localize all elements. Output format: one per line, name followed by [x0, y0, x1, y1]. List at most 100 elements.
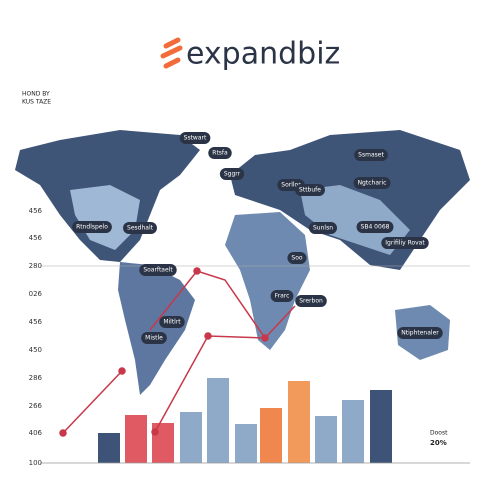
- map-label-box: [141, 332, 167, 344]
- trend-line: [59, 267, 296, 437]
- axis-label: 456: [29, 318, 43, 326]
- north-america-region: [70, 185, 140, 250]
- axis-label: 456: [29, 207, 43, 215]
- map-label: Sggrr: [219, 168, 245, 180]
- map-label-text: Sttbufe: [299, 187, 321, 194]
- map-label-text: Rtndlspelo: [76, 224, 108, 231]
- map-label-box: [179, 132, 211, 144]
- map-label: Miltlrt: [159, 316, 185, 328]
- map-label: SB4 0068: [356, 221, 394, 233]
- map-label: Frarc: [270, 290, 294, 302]
- bar: [207, 378, 229, 463]
- map-label-text: Miltlrt: [163, 319, 181, 326]
- corner-label: HOND BY: [22, 91, 50, 98]
- map-label-text: Sstwart: [184, 135, 207, 142]
- bar: [315, 416, 337, 463]
- map-label: Ntiphtenaler: [397, 327, 443, 339]
- map-label: Sttbufe: [295, 184, 325, 196]
- line-point: [118, 367, 126, 375]
- map-label-text: Sunlsn: [313, 225, 333, 232]
- axis-label: 456: [29, 234, 43, 242]
- footer-label: Doost: [430, 430, 448, 437]
- map-label: Srerbon: [295, 295, 327, 307]
- corner-label: KUS TAZE: [22, 99, 51, 106]
- map-label-text: Frarc: [275, 293, 290, 300]
- south-america: [118, 262, 195, 395]
- map-label: Soarftaelt: [139, 264, 177, 276]
- map-label-box: [353, 177, 391, 189]
- map-label: Ssmaset: [354, 149, 388, 161]
- bar: [260, 408, 282, 463]
- map-label-box: [354, 149, 388, 161]
- map-label-box: [72, 221, 112, 233]
- map-label-text: Ntiphtenaler: [401, 330, 439, 337]
- map-label-box: [159, 316, 185, 328]
- map-label-box: [295, 184, 325, 196]
- axis-label: 266: [29, 402, 43, 410]
- line-point: [59, 429, 67, 437]
- map-label-box: [295, 295, 327, 307]
- axis-label: 286: [29, 374, 43, 382]
- map-label-text: SB4 0068: [361, 224, 390, 231]
- bar: [98, 433, 120, 463]
- world-map: [15, 130, 470, 395]
- map-label-box: [381, 237, 429, 249]
- axis-label: 100: [29, 459, 42, 467]
- bar: [342, 400, 364, 463]
- map-label: Rtsfa: [208, 147, 232, 159]
- map-label: Igrifiliy Rovat: [381, 237, 429, 249]
- map-label-text: Rtsfa: [212, 150, 228, 157]
- map-label-text: Sorllor: [281, 182, 301, 189]
- line-point: [204, 332, 212, 340]
- map-label-text: Soo: [291, 255, 302, 262]
- map-label-text: Srerbon: [299, 298, 323, 305]
- bar: [370, 390, 392, 463]
- map-label: Sstwart: [179, 132, 211, 144]
- line-point: [151, 428, 159, 436]
- bars: [40, 378, 470, 464]
- map-label-text: Igrifiliy Rovat: [385, 240, 425, 247]
- map-label: Sesdhalt: [123, 222, 157, 234]
- map-label-text: Ngtcharic: [358, 180, 387, 187]
- map-label: Ngtcharic: [353, 177, 391, 189]
- axis-label: 280: [29, 262, 42, 270]
- africa: [225, 212, 310, 350]
- line-segment: [154, 305, 296, 433]
- line-segment: [149, 270, 266, 339]
- axis-labels: 456 456 280 026 456 450 286 266 406 100: [29, 207, 43, 467]
- map-label-box: [397, 327, 443, 339]
- map-label-text: Sesdhalt: [127, 225, 154, 232]
- axis-label: 450: [29, 346, 42, 354]
- bar: [288, 381, 310, 463]
- map-label-box: [287, 252, 307, 264]
- asia-region: [300, 185, 410, 255]
- map-label-text: Sggrr: [224, 171, 241, 178]
- axis-label: 406: [29, 429, 43, 437]
- axis-label: 026: [29, 290, 43, 298]
- footer-value: 20%: [430, 439, 447, 447]
- bar: [180, 412, 202, 463]
- map-label-text: Mistle: [145, 335, 163, 342]
- map-label: Sunlsn: [308, 222, 338, 234]
- map-label-box: [219, 168, 245, 180]
- map-label-box: [356, 221, 394, 233]
- line-point: [193, 267, 201, 275]
- bar: [235, 424, 257, 463]
- map-label-box: [139, 264, 177, 276]
- map-label: Rtndlspelo: [72, 221, 112, 233]
- map-label-box: [270, 290, 294, 302]
- logo: expandbiz: [160, 37, 340, 72]
- map-label-text: Ssmaset: [358, 152, 384, 159]
- line-segment: [62, 370, 123, 434]
- map-label: Mistle: [141, 332, 167, 344]
- logo-icon: [160, 37, 183, 69]
- map-label-box: [308, 222, 338, 234]
- map-label-box: [123, 222, 157, 234]
- bar: [125, 415, 147, 463]
- logo-text: expandbiz: [186, 37, 340, 72]
- map-label-box: [208, 147, 232, 159]
- map-label-text: Soarftaelt: [143, 267, 173, 274]
- line-point: [261, 334, 269, 342]
